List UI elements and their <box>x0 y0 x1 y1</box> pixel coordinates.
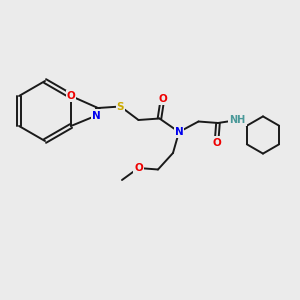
Text: O: O <box>158 94 167 104</box>
Text: N: N <box>175 127 183 137</box>
Text: N: N <box>92 110 101 121</box>
Text: O: O <box>67 91 75 101</box>
Text: O: O <box>212 137 221 148</box>
Text: NH: NH <box>230 115 246 125</box>
Text: O: O <box>134 163 143 173</box>
Text: S: S <box>117 101 124 112</box>
